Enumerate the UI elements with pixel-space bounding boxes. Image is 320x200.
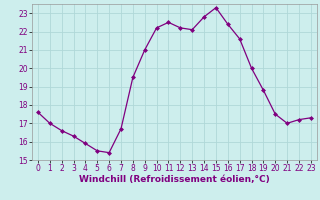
X-axis label: Windchill (Refroidissement éolien,°C): Windchill (Refroidissement éolien,°C) — [79, 175, 270, 184]
